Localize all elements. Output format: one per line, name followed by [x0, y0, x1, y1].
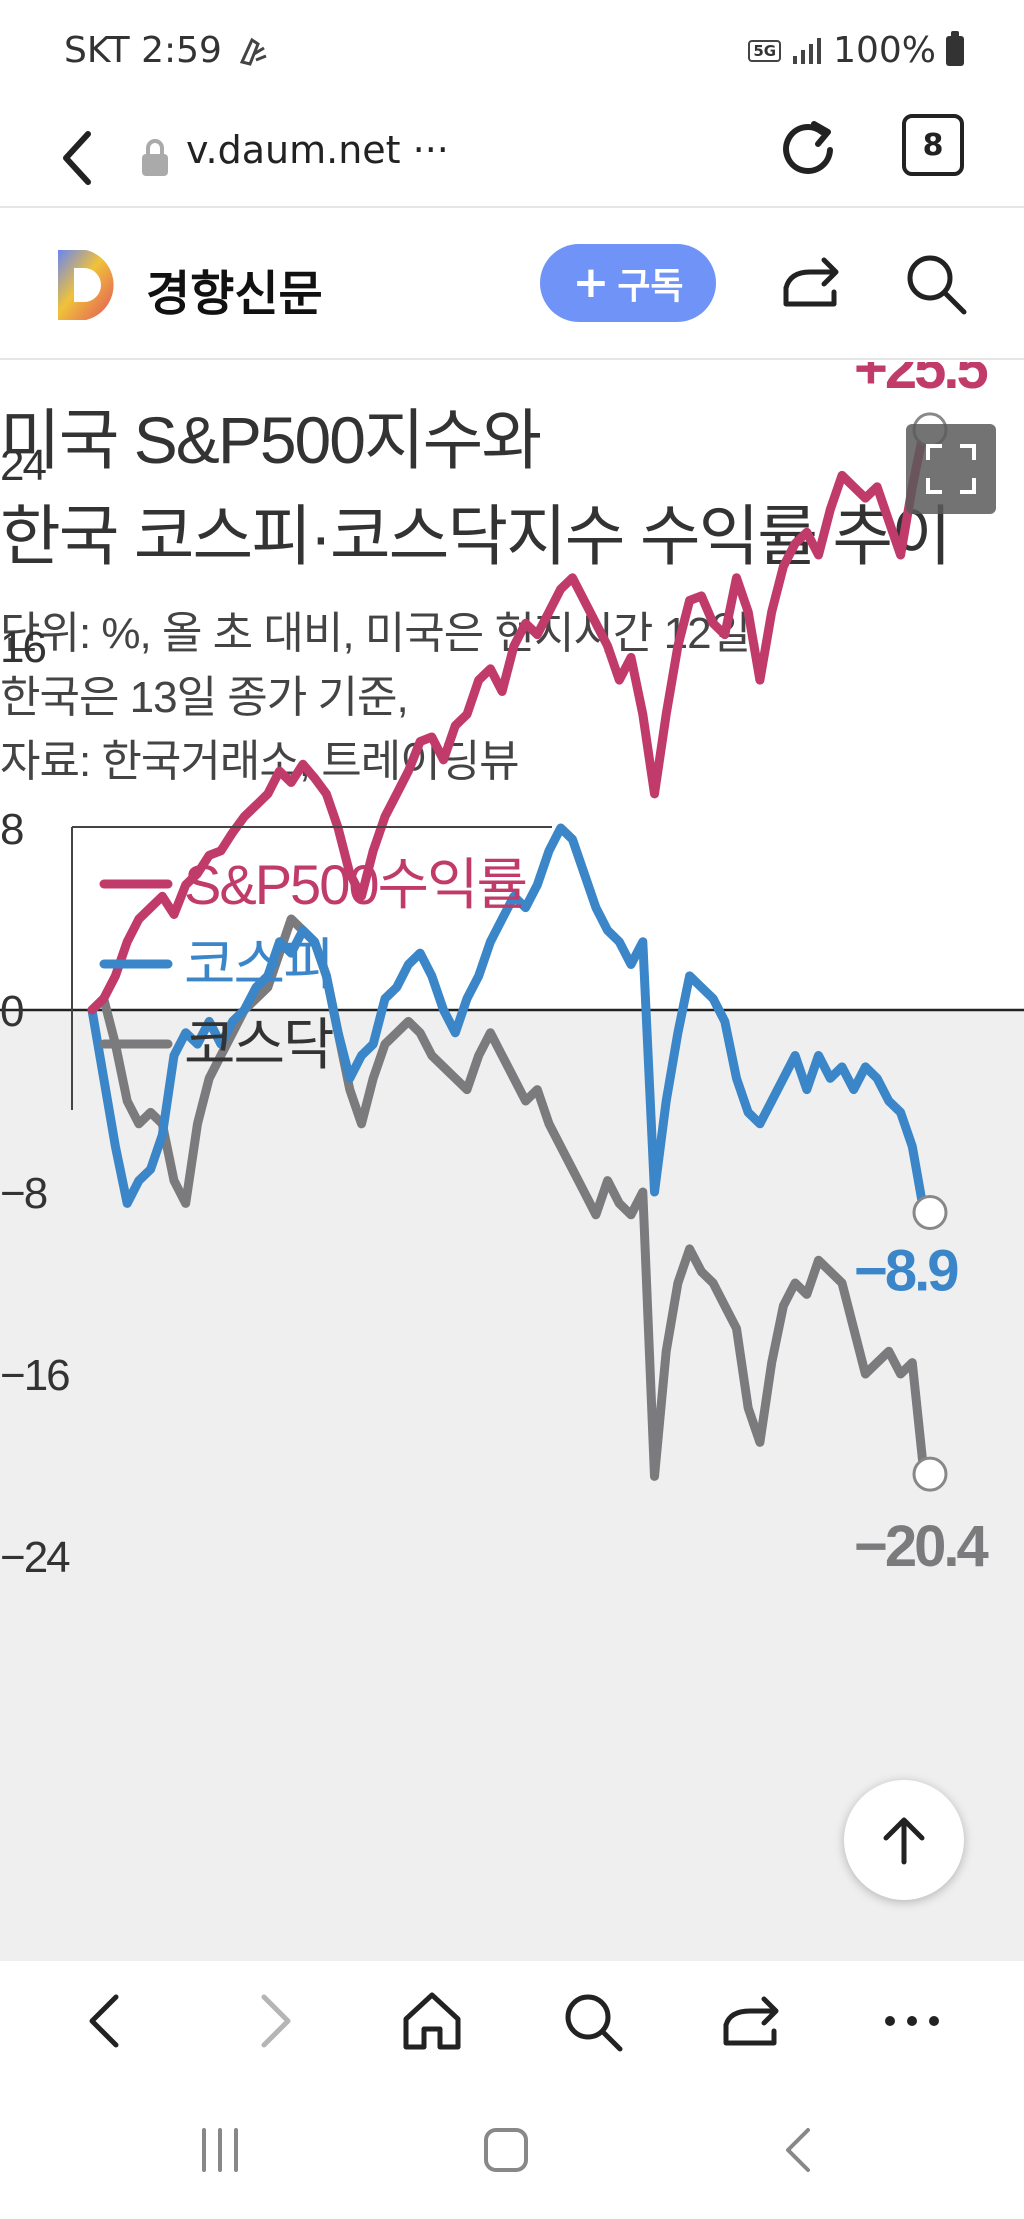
plus-icon: +	[572, 257, 610, 308]
fullscreen-icon	[926, 444, 976, 494]
share-icon[interactable]	[776, 248, 848, 320]
status-left: SKT 2:59	[64, 30, 270, 71]
more-icon[interactable]	[876, 1985, 948, 2057]
chart-subtitle: 단위: %, 올 초 대비, 미국은 현지시간 12일, 한국은 13일 종가 …	[0, 602, 762, 794]
nav-back-icon[interactable]	[72, 1985, 144, 2057]
status-right: 5G 100%	[748, 30, 964, 71]
battery-percent: 100%	[833, 30, 936, 71]
status-bar: SKT 2:59 5G 100%	[0, 0, 1024, 108]
daum-logo-icon[interactable]	[56, 248, 124, 322]
series-line-1	[87, 823, 929, 1217]
subscribe-label: 구독	[617, 266, 684, 307]
series-line-0	[87, 425, 929, 1015]
y-tick-label: 8	[0, 805, 23, 854]
home-icon[interactable]	[396, 1985, 468, 2057]
chart-title-line-1: 미국 S&P500지수와	[0, 403, 542, 477]
carrier-time: SKT 2:59	[64, 30, 222, 71]
expand-image-button[interactable]	[906, 424, 996, 514]
tab-count-button[interactable]: 8	[902, 114, 964, 176]
series-line-2	[87, 914, 929, 1481]
signal-icon	[793, 37, 822, 64]
legend-label: 코스피	[184, 933, 333, 996]
arrow-up-icon	[883, 1817, 925, 1865]
reload-icon[interactable]	[772, 114, 848, 190]
nav-search-icon[interactable]	[556, 1985, 628, 2057]
series-end-marker	[912, 1194, 948, 1230]
series-end-label: −8.9	[854, 1238, 958, 1303]
series-end-label: +25.5	[854, 362, 987, 401]
lock-icon	[142, 139, 168, 176]
nav-forward-icon[interactable]	[236, 1985, 308, 2057]
search-icon[interactable]	[900, 248, 972, 320]
series-end-marker	[912, 1456, 948, 1492]
y-tick-label: −24	[0, 1533, 70, 1582]
chart-subtitle-line-1: 단위: %, 올 초 대비, 미국은 현지시간 12일,	[0, 609, 762, 658]
subscribe-button[interactable]: + 구독	[540, 244, 716, 322]
y-tick-label: 0	[0, 987, 23, 1036]
returns-line-chart: 24 16 8 0 −8 −16 −24 +25.5 −8.9 −20.4 S&P500수익률코스피…	[0, 362, 1024, 1960]
press-name[interactable]: 경향신문	[146, 266, 323, 322]
article-content: 미국 S&P500지수와 한국 코스피·코스닥지수 수익률 추이 단위: %, …	[0, 362, 1024, 1960]
chart-title: 미국 S&P500지수와 한국 코스피·코스닥지수 수익률 추이	[0, 392, 952, 584]
back-nav-icon[interactable]	[770, 2120, 830, 2180]
legend-label: 코스닥	[184, 1013, 333, 1076]
back-icon[interactable]	[50, 118, 110, 198]
url-text[interactable]: v.daum.net ···	[186, 128, 449, 172]
chart-title-line-2: 한국 코스피·코스닥지수 수익률 추이	[0, 499, 952, 573]
system-navigation	[0, 2080, 1024, 2219]
url-bar: v.daum.net ··· 8	[0, 108, 1024, 208]
browser-toolbar	[0, 1960, 1024, 2080]
scroll-top-button[interactable]	[844, 1780, 964, 1900]
y-tick-label: −16	[0, 1351, 69, 1400]
chart-subtitle-line-2: 한국은 13일 종가 기준,	[0, 673, 409, 722]
network-badge: 5G	[748, 39, 782, 62]
site-header: 경향신문 + 구독	[0, 210, 1024, 360]
nav-share-icon[interactable]	[716, 1985, 788, 2057]
series-end-label: −20.4	[854, 1514, 988, 1579]
battery-icon	[946, 30, 964, 66]
legend-label: S&P500수익률	[184, 853, 526, 916]
recent-apps-icon[interactable]	[190, 2120, 250, 2180]
home-nav-icon[interactable]	[476, 2120, 536, 2180]
y-tick-label: −8	[0, 1169, 47, 1218]
y-tick-label: 24	[0, 441, 46, 490]
y-tick-label: 16	[0, 623, 45, 672]
notification-icon	[239, 37, 267, 66]
